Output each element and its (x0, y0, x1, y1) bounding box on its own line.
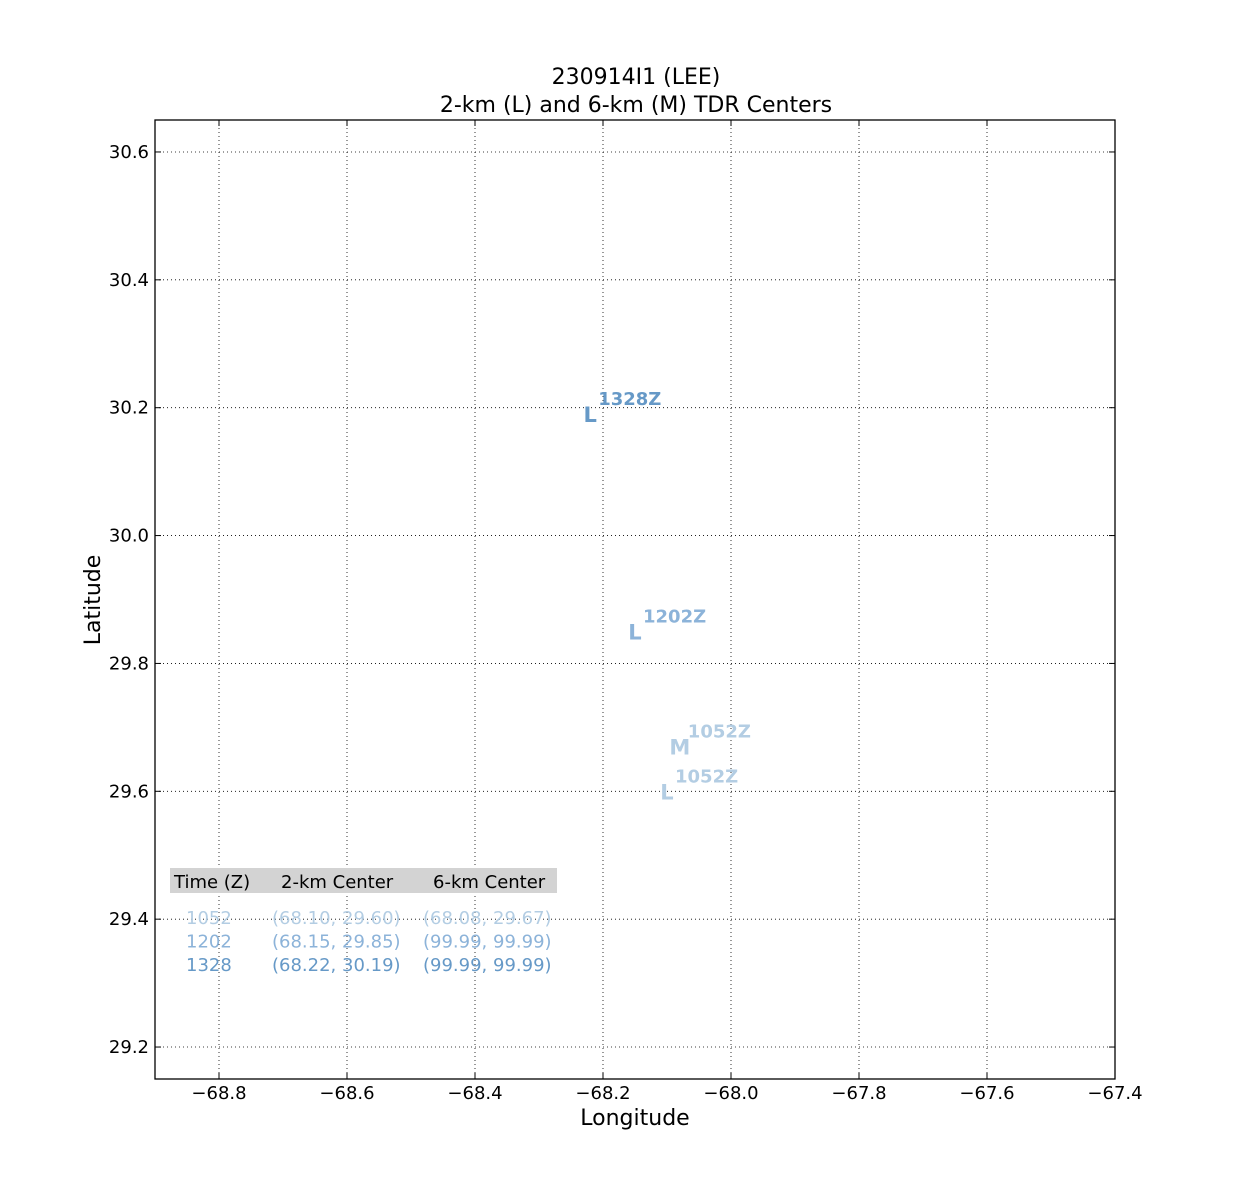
x-tick-labels: −68.8 −68.6 −68.4 −68.2 −68.0 −67.8 −67.6 −67.4 (191, 1083, 1142, 1104)
center-marker-L: L (660, 780, 673, 804)
table-header-background (170, 868, 557, 893)
center-marker-L: L (628, 620, 641, 644)
table-row: 1202 (68.15, 29.85) (99.99, 99.99) (186, 932, 552, 953)
table-cell-2km: (68.22, 30.19) (272, 955, 401, 976)
center-marker-L: L (584, 403, 597, 427)
table-cell-time: 1202 (186, 932, 232, 953)
center-marker-M: M (669, 736, 690, 760)
y-tick-label: 29.2 (109, 1037, 149, 1058)
y-tick-label: 30.2 (109, 398, 149, 419)
y-tick-label: 30.4 (109, 270, 149, 291)
table-cell-2km: (68.15, 29.85) (272, 932, 401, 953)
x-tick-label: −67.4 (1087, 1083, 1142, 1104)
x-tick-label: −68.4 (447, 1083, 502, 1104)
center-time-label: 1328Z (598, 389, 661, 410)
table-cell-6km: (68.08, 29.67) (423, 908, 552, 929)
x-tick-label: −68.6 (319, 1083, 374, 1104)
y-tick-labels: 29.2 29.4 29.6 29.8 30.0 30.2 30.4 30.6 (109, 142, 149, 1058)
table-header-6km: 6-km Center (433, 872, 546, 893)
x-tick-label: −68.2 (575, 1083, 630, 1104)
y-tick-label: 30.0 (109, 526, 149, 547)
grid-lines (155, 120, 1115, 1079)
table-cell-6km: (99.99, 99.99) (423, 955, 552, 976)
y-tick-label: 29.4 (109, 909, 149, 930)
center-time-label: 1052Z (688, 722, 751, 743)
table-header-time: Time (Z) (173, 872, 250, 893)
x-tick-label: −67.6 (959, 1083, 1014, 1104)
center-time-label: 1052Z (675, 766, 738, 787)
y-tick-label: 29.8 (109, 653, 149, 674)
x-tick-label: −68.0 (703, 1083, 758, 1104)
y-axis-label: Latitude (81, 555, 106, 646)
table-header-2km: 2-km Center (281, 872, 394, 893)
x-axis-label: Longitude (580, 1106, 689, 1131)
center-time-label: 1202Z (643, 606, 706, 627)
y-tick-label: 29.6 (109, 781, 149, 802)
table-row: 1052 (68.10, 29.60) (68.08, 29.67) (186, 908, 552, 929)
table-cell-6km: (99.99, 99.99) (423, 932, 552, 953)
table-cell-2km: (68.10, 29.60) (272, 908, 401, 929)
table-rows: 1052 (68.10, 29.60) (68.08, 29.67) 1202 (68.… (186, 908, 552, 976)
chart-subtitle: 2-km (L) and 6-km (M) TDR Centers (440, 93, 832, 118)
y-tick-label: 30.6 (109, 142, 149, 163)
table-cell-time: 1328 (186, 955, 232, 976)
x-tick-label: −68.8 (191, 1083, 246, 1104)
table-row: 1328 (68.22, 30.19) (99.99, 99.99) (186, 955, 552, 976)
chart-title: 230914I1 (LEE) (552, 65, 721, 90)
x-tick-label: −67.8 (831, 1083, 886, 1104)
table-cell-time: 1052 (186, 908, 232, 929)
plot-area-frame (154, 119, 1116, 1080)
center-table: Time (Z) 2-km Center 6-km Center 1052 (68… (170, 868, 557, 976)
